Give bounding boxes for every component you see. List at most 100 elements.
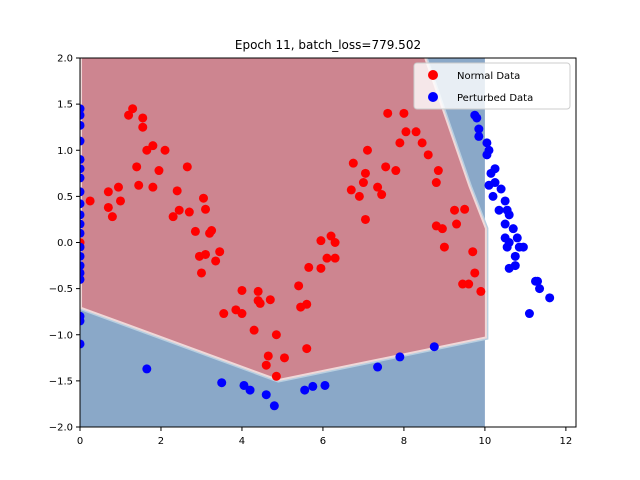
perturbed-point bbox=[512, 233, 522, 243]
perturbed-point bbox=[80, 219, 85, 229]
normal-point bbox=[452, 219, 462, 229]
normal-point bbox=[437, 224, 447, 234]
x-tick-label: 12 bbox=[560, 436, 573, 447]
normal-point bbox=[184, 207, 194, 217]
normal-point bbox=[383, 108, 393, 118]
perturbed-point bbox=[269, 401, 279, 411]
normal-point bbox=[381, 162, 391, 172]
normal-point bbox=[377, 190, 387, 200]
normal-point bbox=[346, 185, 356, 195]
x-tick-label: 10 bbox=[479, 436, 492, 447]
legend-label-perturbed: Perturbed Data bbox=[457, 93, 533, 104]
normal-point bbox=[138, 113, 148, 123]
legend: Normal Data Perturbed Data bbox=[413, 62, 571, 110]
y-tick-label: −2.0 bbox=[49, 423, 73, 434]
normal-point bbox=[348, 158, 358, 168]
y-tick-label: 0.0 bbox=[57, 238, 73, 249]
y-tick-label: −1.5 bbox=[49, 376, 73, 387]
normal-point bbox=[219, 309, 229, 319]
normal-point bbox=[476, 286, 486, 296]
normal-point bbox=[148, 182, 158, 192]
normal-point bbox=[294, 281, 304, 291]
y-tick-label: 2.0 bbox=[57, 54, 73, 65]
normal-point bbox=[182, 162, 192, 172]
legend-marker-perturbed bbox=[428, 92, 438, 102]
normal-point bbox=[113, 182, 123, 192]
normal-point bbox=[354, 191, 364, 201]
normal-point bbox=[253, 286, 263, 296]
data-points bbox=[80, 104, 555, 411]
normal-point bbox=[215, 247, 225, 257]
perturbed-point bbox=[217, 378, 227, 388]
normal-point bbox=[464, 279, 474, 289]
decision-regions bbox=[80, 58, 489, 427]
perturbed-point bbox=[429, 342, 439, 352]
region-normal bbox=[82, 58, 485, 380]
normal-point bbox=[255, 298, 265, 308]
x-axis: 0 2 4 6 8 10 12 bbox=[77, 427, 572, 447]
normal-point bbox=[470, 268, 480, 278]
perturbed-point bbox=[320, 380, 330, 390]
x-tick-label: 4 bbox=[239, 436, 245, 447]
normal-point bbox=[237, 309, 247, 319]
perturbed-point bbox=[482, 138, 492, 148]
normal-point bbox=[271, 371, 281, 381]
normal-point bbox=[468, 247, 478, 257]
y-tick-label: −1.0 bbox=[49, 330, 73, 341]
normal-point bbox=[316, 263, 326, 273]
normal-point bbox=[439, 242, 449, 252]
normal-point bbox=[326, 231, 336, 241]
perturbed-point bbox=[80, 339, 85, 349]
x-tick-label: 8 bbox=[401, 436, 407, 447]
normal-point bbox=[304, 262, 314, 272]
normal-point bbox=[279, 353, 289, 363]
normal-point bbox=[134, 180, 144, 190]
normal-point bbox=[196, 268, 206, 278]
normal-point bbox=[249, 325, 259, 335]
normal-point bbox=[263, 351, 273, 361]
y-tick-label: 1.5 bbox=[57, 100, 73, 111]
perturbed-point bbox=[508, 224, 518, 234]
normal-point bbox=[330, 238, 340, 247]
perturbed-point bbox=[502, 242, 512, 252]
legend-label-normal: Normal Data bbox=[457, 71, 520, 82]
perturbed-point bbox=[80, 274, 85, 284]
normal-point bbox=[190, 226, 200, 236]
normal-point bbox=[168, 212, 178, 222]
perturbed-point bbox=[261, 390, 271, 400]
perturbed-point bbox=[80, 136, 85, 146]
normal-point bbox=[265, 295, 275, 305]
normal-point bbox=[431, 178, 441, 188]
perturbed-point bbox=[373, 362, 383, 372]
normal-point bbox=[433, 166, 443, 176]
normal-point bbox=[322, 253, 332, 263]
perturbed-point bbox=[80, 261, 85, 271]
legend-box bbox=[413, 62, 571, 110]
normal-point bbox=[124, 110, 134, 120]
normal-point bbox=[423, 150, 433, 160]
normal-point bbox=[395, 138, 405, 148]
normal-point bbox=[211, 256, 221, 266]
normal-point bbox=[201, 204, 211, 214]
normal-point bbox=[174, 205, 184, 215]
perturbed-point bbox=[500, 219, 510, 229]
perturbed-point bbox=[80, 110, 85, 120]
perturbed-point bbox=[504, 210, 514, 220]
perturbed-point bbox=[488, 191, 498, 201]
y-tick-label: 0.5 bbox=[57, 192, 73, 203]
perturbed-point bbox=[510, 251, 520, 261]
perturbed-point bbox=[80, 316, 85, 326]
normal-point bbox=[128, 104, 138, 114]
perturbed-point bbox=[80, 242, 85, 252]
perturbed-point bbox=[80, 199, 85, 209]
chart-title: Epoch 11, batch_loss=779.502 bbox=[235, 38, 421, 52]
perturbed-point bbox=[518, 242, 528, 252]
normal-point bbox=[261, 360, 271, 370]
y-tick-label: −0.5 bbox=[49, 284, 73, 295]
perturbed-point bbox=[80, 251, 85, 261]
normal-point bbox=[172, 186, 182, 196]
normal-point bbox=[154, 166, 164, 176]
perturbed-point bbox=[510, 261, 520, 271]
normal-point bbox=[373, 182, 383, 192]
perturbed-point bbox=[494, 205, 504, 215]
